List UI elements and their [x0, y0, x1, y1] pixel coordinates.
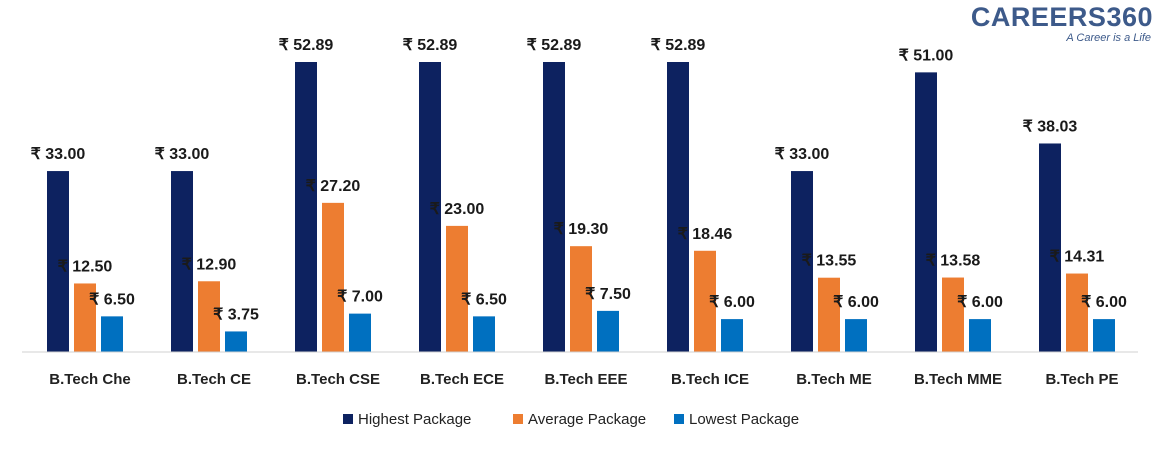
value-label-b-tech-pe-lowest-package: ₹ 6.00	[1081, 294, 1127, 311]
value-label-b-tech-mme-highest-package: ₹ 51.00	[899, 47, 954, 64]
legend-swatch-highest-package	[343, 414, 353, 424]
logo-name: CAREERS360	[970, 2, 1153, 32]
bar-b-tech-che-average-package	[74, 283, 96, 352]
bar-b-tech-eee-highest-package	[543, 62, 565, 352]
value-label-b-tech-che-highest-package: ₹ 33.00	[31, 146, 86, 163]
bar-b-tech-me-lowest-package	[845, 319, 867, 352]
bar-b-tech-cse-average-package	[322, 202, 344, 352]
bar-b-tech-pe-lowest-package	[1093, 319, 1115, 352]
category-label-b-tech-pe: B.Tech PE	[1045, 371, 1118, 388]
careers360-logo: CAREERS360 A Career is a Life	[971, 2, 1153, 44]
value-label-b-tech-cse-highest-package: ₹ 52.89	[279, 37, 334, 54]
value-label-b-tech-mme-average-package: ₹ 13.58	[926, 253, 981, 270]
category-label-b-tech-cse: B.Tech CSE	[296, 371, 380, 388]
legend-label-average-package: Average Package	[528, 411, 646, 428]
category-label-b-tech-me: B.Tech ME	[796, 371, 872, 388]
value-label-b-tech-pe-highest-package: ₹ 38.03	[1023, 118, 1078, 135]
value-labels-group: ₹ 33.00 ₹ 12.50 ₹ 6.50 ₹ 33.00 ₹ 12.90 ₹ 3.75…	[31, 37, 1127, 323]
bar-b-tech-mme-lowest-package	[969, 319, 991, 352]
value-label-b-tech-me-average-package: ₹ 13.55	[802, 253, 857, 270]
value-label-b-tech-ece-lowest-package: ₹ 6.50	[461, 291, 507, 308]
category-label-b-tech-mme: B.Tech MME	[914, 371, 1002, 388]
legend-label-highest-package: Highest Package	[358, 411, 471, 428]
bar-b-tech-me-highest-package	[791, 171, 813, 352]
value-label-b-tech-che-average-package: ₹ 12.50	[58, 258, 113, 275]
value-label-b-tech-pe-average-package: ₹ 14.31	[1050, 249, 1105, 266]
bar-b-tech-che-highest-package	[47, 171, 69, 352]
bar-b-tech-ce-lowest-package	[225, 331, 247, 352]
category-label-b-tech-ce: B.Tech CE	[177, 371, 251, 388]
bar-b-tech-ece-average-package	[446, 225, 468, 352]
bar-b-tech-eee-average-package	[570, 246, 592, 352]
category-label-b-tech-ece: B.Tech ECE	[420, 371, 504, 388]
category-label-b-tech-che: B.Tech Che	[49, 371, 130, 388]
category-labels-group: B.Tech Che B.Tech CE B.Tech CSE B.Tech ECE B…	[49, 371, 1118, 388]
bar-b-tech-che-lowest-package	[101, 316, 123, 352]
value-label-b-tech-ice-average-package: ₹ 18.46	[678, 226, 733, 243]
value-label-b-tech-me-lowest-package: ₹ 6.00	[833, 294, 879, 311]
category-label-b-tech-ice: B.Tech ICE	[671, 371, 749, 388]
value-label-b-tech-che-lowest-package: ₹ 6.50	[89, 291, 135, 308]
value-label-b-tech-eee-highest-package: ₹ 52.89	[527, 37, 582, 54]
value-label-b-tech-ice-lowest-package: ₹ 6.00	[709, 294, 755, 311]
value-label-b-tech-cse-lowest-package: ₹ 7.00	[337, 289, 383, 306]
logo-tagline: A Career is a Life	[1066, 32, 1151, 44]
bar-b-tech-ice-highest-package	[667, 62, 689, 352]
value-label-b-tech-ice-highest-package: ₹ 52.89	[651, 37, 706, 54]
value-label-b-tech-me-highest-package: ₹ 33.00	[775, 146, 830, 163]
value-label-b-tech-mme-lowest-package: ₹ 6.00	[957, 294, 1003, 311]
legend-swatch-lowest-package	[674, 414, 684, 424]
bar-b-tech-pe-average-package	[1066, 273, 1088, 352]
value-label-b-tech-ece-average-package: ₹ 23.00	[430, 201, 485, 218]
bars-group	[47, 62, 1115, 353]
bar-b-tech-ice-average-package	[694, 250, 716, 352]
legend: Highest Package Average Package Lowest Pac…	[343, 411, 799, 428]
value-label-b-tech-ce-average-package: ₹ 12.90	[182, 256, 237, 273]
value-label-b-tech-ce-lowest-package: ₹ 3.75	[213, 306, 259, 323]
bar-b-tech-cse-lowest-package	[349, 313, 371, 352]
bar-b-tech-ece-lowest-package	[473, 316, 495, 352]
value-label-b-tech-cse-average-package: ₹ 27.20	[306, 178, 361, 195]
bar-b-tech-cse-highest-package	[295, 62, 317, 352]
bar-b-tech-pe-highest-package	[1039, 143, 1061, 352]
legend-swatch-average-package	[513, 414, 523, 424]
bar-b-tech-me-average-package	[818, 277, 840, 352]
value-label-b-tech-eee-lowest-package: ₹ 7.50	[585, 286, 631, 303]
bar-b-tech-ece-highest-package	[419, 62, 441, 352]
category-label-b-tech-eee: B.Tech EEE	[544, 371, 627, 388]
value-label-b-tech-ece-highest-package: ₹ 52.89	[403, 37, 458, 54]
bar-b-tech-ce-average-package	[198, 281, 220, 352]
bar-b-tech-ice-lowest-package	[721, 319, 743, 352]
value-label-b-tech-ce-highest-package: ₹ 33.00	[155, 146, 210, 163]
value-label-b-tech-eee-average-package: ₹ 19.30	[554, 221, 609, 238]
legend-label-lowest-package: Lowest Package	[689, 411, 799, 428]
bar-b-tech-mme-highest-package	[915, 72, 937, 353]
bar-b-tech-ce-highest-package	[171, 171, 193, 352]
bar-b-tech-mme-average-package	[942, 277, 964, 352]
bar-b-tech-eee-lowest-package	[597, 310, 619, 352]
